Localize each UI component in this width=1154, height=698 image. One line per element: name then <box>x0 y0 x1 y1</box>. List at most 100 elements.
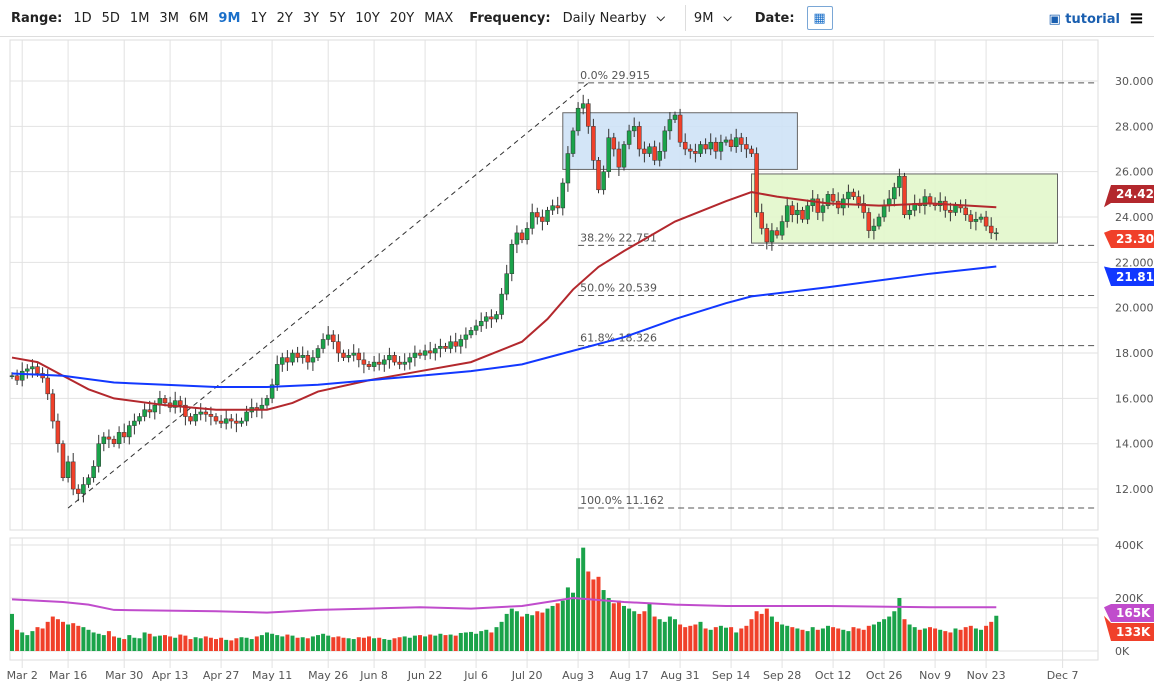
volume-bar <box>509 608 514 651</box>
volume-bar <box>565 587 570 651</box>
candle <box>876 213 882 230</box>
candle-body <box>851 191 856 197</box>
candle <box>682 133 688 156</box>
price-badge: 133K <box>1104 615 1154 641</box>
range-3y[interactable]: 3Y <box>302 10 320 26</box>
candle <box>631 117 637 137</box>
volume-bar <box>912 627 917 651</box>
volume-bar <box>545 608 550 651</box>
fib-label: 0.0% 29.915 <box>580 69 650 82</box>
candle-body <box>825 194 831 206</box>
volume-bar <box>841 629 846 651</box>
volume-bar <box>938 629 943 651</box>
volume-bar <box>112 636 116 651</box>
candle <box>550 199 555 215</box>
candle-body <box>652 146 657 161</box>
volume-bar <box>351 639 356 651</box>
candle <box>157 390 163 415</box>
tutorial-link[interactable]: ▣ tutorial <box>1048 12 1120 27</box>
volume-bar <box>785 625 790 651</box>
volume-bar <box>45 621 50 651</box>
volume-bar <box>667 616 672 651</box>
candle <box>693 143 698 163</box>
volume-bar <box>382 639 387 651</box>
candle <box>514 225 520 254</box>
range-buttons: 1D 5D 1M 3M 6M 9M 1Y 2Y 3Y 5Y 10Y 20Y MAX <box>68 11 458 26</box>
volume-bar <box>790 627 795 651</box>
candle <box>489 309 494 328</box>
volume-bar <box>637 613 642 651</box>
volume-bar <box>989 621 994 651</box>
price-tick-label: 16.000 <box>1115 392 1154 405</box>
candle <box>172 391 178 414</box>
volume-bar <box>928 627 932 651</box>
range-3m[interactable]: 3M <box>159 10 179 26</box>
candle-body <box>172 400 178 408</box>
candle-body <box>50 393 56 422</box>
candle-body <box>106 436 112 440</box>
hamburger-icon[interactable]: ≡ <box>1128 8 1144 29</box>
volume-bar <box>499 621 504 651</box>
frequency-select[interactable]: Daily Nearby <box>562 10 647 26</box>
candle-body <box>14 375 20 381</box>
volume-bar <box>229 640 234 651</box>
volume-bar <box>285 634 290 651</box>
chevron-down-icon[interactable]: ⌵ <box>723 11 732 24</box>
candle-body <box>524 228 530 240</box>
candle-body <box>606 137 611 172</box>
range-10y[interactable]: 10Y <box>355 10 380 26</box>
range-9m[interactable]: 9M <box>218 10 241 26</box>
candle <box>346 349 351 363</box>
volume-bar <box>494 627 499 651</box>
calendar-icon[interactable]: ▦ <box>806 6 833 30</box>
volume-bar <box>718 625 723 651</box>
range-1d[interactable]: 1D <box>73 10 92 26</box>
range-2y[interactable]: 2Y <box>276 10 293 26</box>
candle-body <box>25 368 30 372</box>
candle-body <box>953 205 958 213</box>
range-max[interactable]: MAX <box>424 10 454 26</box>
badge-shape <box>1104 604 1154 622</box>
chevron-down-icon[interactable]: ⌵ <box>656 11 665 24</box>
range-1y[interactable]: 1Y <box>250 10 267 26</box>
candle <box>790 200 795 223</box>
range-5y[interactable]: 5Y <box>329 10 346 26</box>
volume-bar <box>310 636 315 651</box>
candle <box>616 141 622 176</box>
period-select[interactable]: 9M <box>693 10 714 26</box>
volume-bar <box>91 632 96 651</box>
candle <box>586 98 591 134</box>
candle-body <box>351 352 356 356</box>
candle <box>647 143 652 157</box>
volume-bar <box>407 637 412 651</box>
volume-bar <box>907 624 912 651</box>
candle <box>417 349 423 359</box>
candle <box>677 108 683 147</box>
volume-bar <box>780 624 785 651</box>
date-tick-label: Mar 2 <box>7 669 38 682</box>
candle <box>127 420 132 445</box>
candle-body <box>580 103 586 109</box>
candle-body <box>881 205 887 218</box>
candle-body <box>76 488 81 494</box>
range-6m[interactable]: 6M <box>188 10 209 26</box>
candle <box>305 350 311 370</box>
candle-body <box>779 221 785 236</box>
volume-bar <box>71 623 76 651</box>
volume-bar <box>76 625 81 651</box>
candle-body <box>647 146 652 154</box>
candle <box>25 364 30 379</box>
date-tick-label: Oct 12 <box>815 669 852 682</box>
candle-body <box>438 345 443 349</box>
range-20y[interactable]: 20Y <box>389 10 415 26</box>
range-5d[interactable]: 5D <box>101 10 120 26</box>
candle <box>412 345 418 367</box>
candle-body <box>121 432 127 438</box>
candle-body <box>529 212 535 229</box>
volume-bar <box>520 616 524 651</box>
range-1m[interactable]: 1M <box>129 10 150 26</box>
candle-body <box>458 339 464 347</box>
candle-body <box>978 216 984 220</box>
candle-body <box>871 225 877 231</box>
